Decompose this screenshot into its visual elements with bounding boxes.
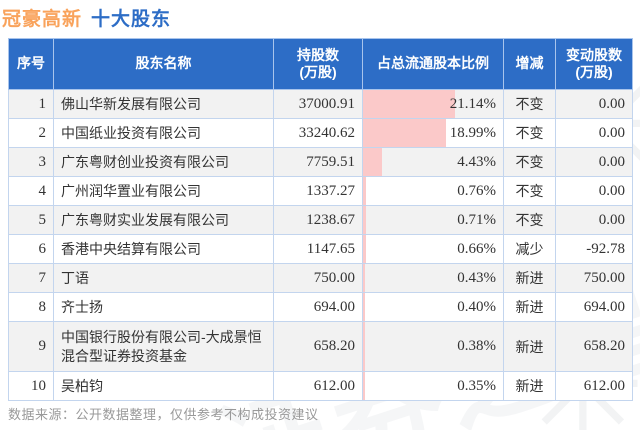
shareholder-name-cell: 中国银行股份有限公司-大成景恒混合型证券投资基金 [53,321,274,372]
seq-cell: 10 [8,371,54,401]
page-title: 冠豪高新 十大股东 [2,4,171,31]
pct-of-float-cell: 4.43% [362,147,504,177]
pct-bar [363,206,367,234]
shares-held-cell: 1147.65 [273,234,363,264]
table-row: 1 佛山华新发展有限公司 37000.91 21.14% 不变 0.00 [8,89,633,119]
shares-held-cell: 612.00 [273,371,363,401]
pct-of-float-cell: 0.38% [362,321,504,372]
table-row: 6 香港中央结算有限公司 1147.65 0.66% 减少 -92.78 [8,234,633,264]
pct-bar [363,148,383,176]
column-header-0: 序号 [8,38,54,90]
shareholder-name-cell: 吴柏钧 [53,371,274,401]
shares-held-cell: 1238.67 [273,205,363,235]
seq-cell: 3 [8,147,54,177]
pct-of-float-cell: 0.76% [362,176,504,206]
shares-held-cell: 750.00 [273,263,363,293]
column-header-5: 变动股数 (万股) [555,38,633,90]
shareholder-name-cell: 佛山华新发展有限公司 [53,89,274,119]
change-shares-cell: 0.00 [555,118,633,148]
pct-bar [363,293,365,321]
pct-bar [363,264,365,292]
seq-cell: 4 [8,176,54,206]
change-direction-cell: 不变 [503,205,556,235]
table-row: 9 中国银行股份有限公司-大成景恒混合型证券投资基金 658.20 0.38% 新进 65… [8,321,633,372]
seq-cell: 7 [8,263,54,293]
change-shares-cell: 0.00 [555,205,633,235]
pct-bar [363,90,456,118]
pct-of-float-cell: 21.14% [362,89,504,119]
shares-held-cell: 7759.51 [273,147,363,177]
pct-bar [363,177,367,205]
shareholder-name-cell: 齐士扬 [53,292,274,322]
change-direction-cell: 不变 [503,89,556,119]
pct-of-float-cell: 0.43% [362,263,504,293]
shares-held-cell: 33240.62 [273,118,363,148]
pct-of-float-cell: 0.71% [362,205,504,235]
column-header-3: 占总流通股本比例 [362,38,504,90]
shareholder-name-cell: 广州润华置业有限公司 [53,176,274,206]
seq-cell: 8 [8,292,54,322]
change-direction-cell: 新进 [503,371,556,401]
seq-cell: 2 [8,118,54,148]
shareholder-name-cell: 丁语 [53,263,274,293]
shareholder-name-cell: 广东粤财实业发展有限公司 [53,205,274,235]
shares-held-cell: 37000.91 [273,89,363,119]
change-shares-cell: 612.00 [555,371,633,401]
change-direction-cell: 新进 [503,263,556,293]
table-row: 10 吴柏钧 612.00 0.35% 新进 612.00 [8,371,633,401]
table-row: 2 中国纸业投资有限公司 33240.62 18.99% 不变 0.00 [8,118,633,148]
pct-bar [363,322,365,371]
data-source-note: 数据来源：公开数据整理，仅供参考不构成投资建议 [8,407,319,422]
table-row: 3 广东粤财创业投资有限公司 7759.51 4.43% 不变 0.00 [8,147,633,177]
shares-held-cell: 694.00 [273,292,363,322]
change-shares-cell: 694.00 [555,292,633,322]
shareholders-table: 序号 股东名称 持股数 (万股) 占总流通股本比例 增减 变动股数 (万股) 1 佛山华新发展有… [8,38,633,401]
change-shares-cell: -92.78 [555,234,633,264]
change-shares-cell: 658.20 [555,321,633,372]
pct-of-float-cell: 0.40% [362,292,504,322]
column-header-4: 增减 [503,38,556,90]
pct-bar [363,235,366,263]
change-direction-cell: 新进 [503,321,556,372]
report-name-label: 十大股东 [91,9,172,30]
table-row: 7 丁语 750.00 0.43% 新进 750.00 [8,263,633,293]
shares-held-cell: 658.20 [273,321,363,372]
change-shares-cell: 750.00 [555,263,633,293]
stock-name-label: 冠豪高新 [2,9,83,30]
table-body: 1 佛山华新发展有限公司 37000.91 21.14% 不变 0.00 2 中国纸业投资有限… [8,89,633,401]
seq-cell: 5 [8,205,54,235]
seq-cell: 6 [8,234,54,264]
change-direction-cell: 不变 [503,147,556,177]
change-direction-cell: 减少 [503,234,556,264]
change-shares-cell: 0.00 [555,89,633,119]
change-direction-cell: 不变 [503,118,556,148]
shares-held-cell: 1337.27 [273,176,363,206]
pct-bar [363,372,365,400]
column-header-2: 持股数 (万股) [273,38,363,90]
change-direction-cell: 不变 [503,176,556,206]
pct-bar [363,119,447,147]
table-header: 序号 股东名称 持股数 (万股) 占总流通股本比例 增减 变动股数 (万股) [8,38,633,90]
seq-cell: 9 [8,321,54,372]
table-row: 5 广东粤财实业发展有限公司 1238.67 0.71% 不变 0.00 [8,205,633,235]
pct-of-float-cell: 18.99% [362,118,504,148]
shareholder-name-cell: 中国纸业投资有限公司 [53,118,274,148]
shareholder-name-cell: 广东粤财创业投资有限公司 [53,147,274,177]
shareholder-name-cell: 香港中央结算有限公司 [53,234,274,264]
change-shares-cell: 0.00 [555,176,633,206]
pct-of-float-cell: 0.35% [362,371,504,401]
table-row: 4 广州润华置业有限公司 1337.27 0.76% 不变 0.00 [8,176,633,206]
column-header-1: 股东名称 [53,38,274,90]
change-direction-cell: 新进 [503,292,556,322]
change-shares-cell: 0.00 [555,147,633,177]
table-row: 8 齐士扬 694.00 0.40% 新进 694.00 [8,292,633,322]
seq-cell: 1 [8,89,54,119]
table-header-row: 序号 股东名称 持股数 (万股) 占总流通股本比例 增减 变动股数 (万股) [8,38,633,90]
pct-of-float-cell: 0.66% [362,234,504,264]
